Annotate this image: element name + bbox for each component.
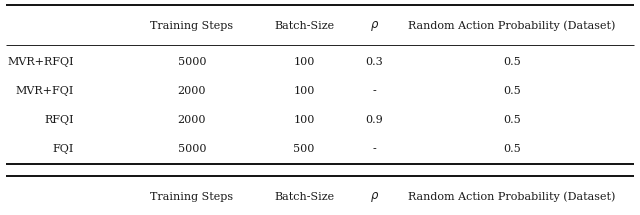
Text: Training Steps: Training Steps	[150, 192, 234, 202]
Text: Batch-Size: Batch-Size	[274, 21, 334, 31]
Text: $\rho$: $\rho$	[370, 19, 379, 33]
Text: 5000: 5000	[178, 57, 206, 67]
Text: 0.3: 0.3	[365, 57, 383, 67]
Text: -: -	[372, 144, 376, 154]
Text: 2000: 2000	[178, 115, 206, 125]
Text: $\rho$: $\rho$	[370, 190, 379, 204]
Text: 100: 100	[293, 115, 315, 125]
Text: 0.5: 0.5	[503, 144, 521, 154]
Text: 500: 500	[293, 144, 315, 154]
Text: 0.5: 0.5	[503, 57, 521, 67]
Text: RFQI: RFQI	[44, 115, 74, 125]
Text: Random Action Probability (Dataset): Random Action Probability (Dataset)	[408, 192, 616, 202]
Text: 0.5: 0.5	[503, 86, 521, 96]
Text: Random Action Probability (Dataset): Random Action Probability (Dataset)	[408, 20, 616, 31]
Text: -: -	[372, 86, 376, 96]
Text: 0.5: 0.5	[503, 115, 521, 125]
Text: MVR+FQI: MVR+FQI	[15, 86, 74, 96]
Text: MVR+RFQI: MVR+RFQI	[7, 57, 74, 67]
Text: 5000: 5000	[178, 144, 206, 154]
Text: 0.9: 0.9	[365, 115, 383, 125]
Text: 100: 100	[293, 57, 315, 67]
Text: Batch-Size: Batch-Size	[274, 192, 334, 202]
Text: 100: 100	[293, 86, 315, 96]
Text: FQI: FQI	[52, 144, 74, 154]
Text: Training Steps: Training Steps	[150, 21, 234, 31]
Text: 2000: 2000	[178, 86, 206, 96]
